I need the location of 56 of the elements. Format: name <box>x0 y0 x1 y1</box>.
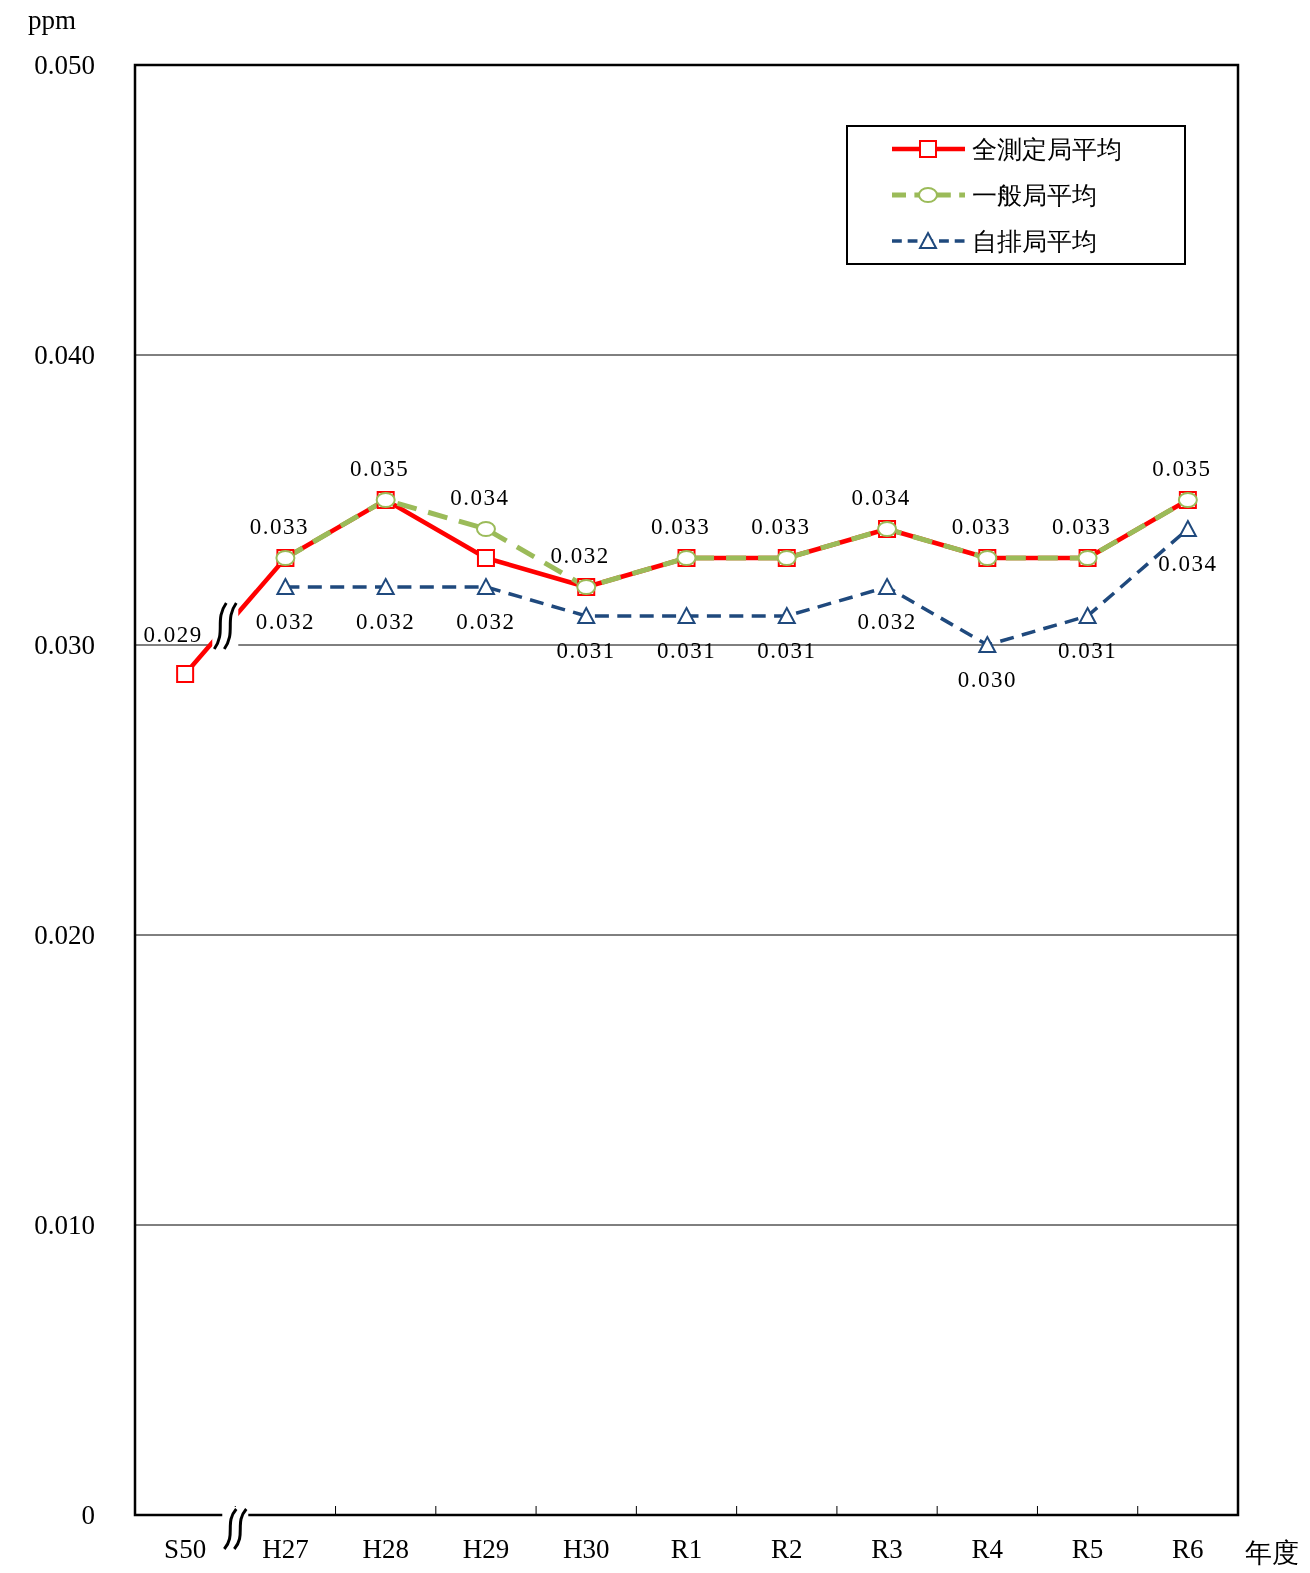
y-tick-label: 0.020 <box>34 920 95 950</box>
x-tick-label: R2 <box>771 1534 803 1564</box>
data-label: 0.033 <box>951 513 1011 539</box>
data-label: 0.033 <box>1051 513 1112 539</box>
data-label: 0.030 <box>957 666 1017 692</box>
data-label: 0.032 <box>255 608 316 634</box>
data-label: 0.034 <box>450 484 510 510</box>
data-label: 0.032 <box>356 608 416 634</box>
y-tick-label: 0 <box>81 1500 95 1530</box>
data-label: 0.032 <box>550 542 610 568</box>
point <box>978 636 997 653</box>
x-tick-label: H30 <box>562 1534 610 1564</box>
legend-label: 自排局平均 <box>972 227 1097 255</box>
point <box>476 549 495 567</box>
data-label: 0.035 <box>350 455 410 481</box>
legend-label: 全測定局平均 <box>972 135 1122 163</box>
x-tick-label: S50 <box>164 1534 207 1564</box>
point <box>777 607 796 624</box>
data-label: 0.033 <box>650 513 711 539</box>
point <box>1178 520 1197 537</box>
data-label: 0.029 <box>143 621 203 647</box>
x-tick-label: H28 <box>362 1534 409 1564</box>
point <box>376 578 395 595</box>
point <box>577 607 596 624</box>
data-label: 0.034 <box>851 484 911 510</box>
point <box>677 607 696 624</box>
y-tick-label: 0.040 <box>34 340 95 370</box>
y-axis-title: ppm <box>27 5 77 35</box>
x-tick-label: R4 <box>971 1534 1004 1564</box>
point <box>176 665 195 683</box>
data-label: 0.032 <box>456 608 516 634</box>
point <box>878 578 897 595</box>
x-tick-label: H27 <box>262 1534 309 1564</box>
data-label: 0.032 <box>857 608 917 634</box>
x-tick-label: R6 <box>1172 1534 1204 1564</box>
x-tick-label: R5 <box>1071 1534 1104 1564</box>
point <box>475 521 496 537</box>
data-label: 0.033 <box>249 513 310 539</box>
data-label: 0.031 <box>757 637 817 663</box>
data-label: 0.031 <box>656 637 717 663</box>
legend-label: 一般局平均 <box>972 181 1097 209</box>
y-tick-label: 0.030 <box>34 630 95 660</box>
y-tick-label: 0.010 <box>34 1210 95 1240</box>
data-label: 0.031 <box>556 637 616 663</box>
point <box>276 578 295 595</box>
point <box>1078 607 1097 624</box>
data-label: 0.031 <box>1057 637 1118 663</box>
point <box>476 578 495 595</box>
y-tick-label: 0.050 <box>34 50 95 80</box>
data-label: 0.033 <box>751 513 811 539</box>
data-label: 0.034 <box>1158 550 1218 576</box>
data-label: 0.035 <box>1152 455 1212 481</box>
x-tick-label: R3 <box>871 1534 903 1564</box>
x-tick-label: R1 <box>670 1534 703 1564</box>
x-tick-label: H29 <box>462 1534 510 1564</box>
x-axis-title: 年度 <box>1245 1538 1299 1568</box>
